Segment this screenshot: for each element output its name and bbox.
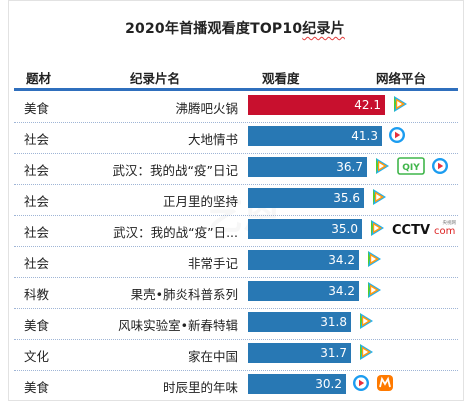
bar-value-label: 41.3 (351, 129, 378, 143)
platform-icons: QIY (373, 157, 449, 179)
platform-icons (365, 250, 383, 272)
bar-value-label: 42.1 (354, 98, 381, 112)
youku-icon (431, 157, 449, 179)
tencent-video-icon (357, 312, 375, 334)
title-underlined: 纪录片 (302, 21, 345, 37)
cctv-suffix-text: com (434, 226, 455, 237)
platform-icons (370, 188, 388, 210)
bar-value-label: 35.6 (333, 191, 360, 205)
bar: 34.2 (248, 250, 359, 270)
header-category: 题材 (26, 71, 52, 86)
row-title: 沸腾吧火锅 (175, 101, 238, 116)
title-prefix: 2020年首播观看度TOP10 (125, 21, 303, 37)
row-title: 家在中国 (187, 349, 238, 364)
header-rule (14, 88, 458, 91)
iqiyi-icon: QIY (397, 157, 425, 179)
bar: 42.1 (248, 95, 385, 115)
table-row: 美食 风味实验室•新春特辑 31.8 (14, 308, 458, 340)
platform-icons (365, 281, 383, 303)
bar-value-label: 34.2 (328, 284, 355, 298)
bar: 41.3 (248, 126, 382, 146)
table-row: 社会 武汉：我的战“疫”日... 35.0 央视网 CCTV com (14, 215, 458, 247)
cctv-small-text: 央视网 (443, 219, 457, 226)
platform-icons: 央视网 CCTV com (368, 219, 458, 241)
header-name: 纪录片名 (130, 71, 181, 86)
tencent-video-icon (370, 188, 388, 210)
bar: 35.0 (248, 219, 362, 239)
tencent-video-icon (365, 281, 383, 303)
bar-value-label: 36.7 (336, 160, 363, 174)
row-category: 美食 (24, 380, 50, 395)
bar: 31.8 (248, 312, 351, 332)
row-title: 风味实验室•新春特辑 (118, 318, 238, 333)
row-category: 美食 (24, 318, 50, 333)
row-category: 社会 (24, 194, 50, 209)
row-title: 大地情书 (187, 132, 238, 147)
platform-icons (357, 343, 375, 365)
row-title: 非常手记 (187, 256, 238, 271)
bar: 31.7 (248, 343, 351, 363)
tencent-video-icon (357, 343, 375, 365)
bar-value-label: 31.8 (320, 315, 347, 329)
bar-value-label: 35.0 (331, 222, 358, 236)
iqiyi-logo-text: QIY (402, 163, 420, 173)
table-row: 美食 时辰里的年味 30.2 (14, 370, 458, 401)
bar-value-label: 30.2 (315, 377, 342, 391)
table-row: 美食 沸腾吧火锅 42.1 (14, 91, 458, 123)
table-row: 文化 家在中国 31.7 (14, 339, 458, 371)
bar-value-label: 31.7 (320, 346, 347, 360)
table-row: 科教 果壳•肺炎科普系列 34.2 (14, 277, 458, 309)
bar: 35.6 (248, 188, 364, 208)
row-category: 文化 (24, 349, 50, 364)
bar-value-label: 34.2 (328, 253, 355, 267)
mango-tv-icon (376, 374, 394, 396)
row-title: 武汉：我的战“疫”日... (113, 225, 238, 240)
tencent-video-icon (391, 95, 409, 117)
row-category: 科教 (24, 287, 50, 302)
row-category: 美食 (24, 101, 50, 116)
cctv-logo-text: CCTV (392, 223, 430, 237)
table-row: 社会 武汉：我的战“疫”日记 36.7 QIY (14, 153, 458, 185)
platform-icons (352, 374, 394, 396)
platform-icons (391, 95, 409, 117)
youku-icon (352, 374, 370, 396)
row-title: 果壳•肺炎科普系列 (130, 287, 238, 302)
table-row: 社会 大地情书 41.3 (14, 122, 458, 154)
bar: 36.7 (248, 157, 367, 177)
row-category: 社会 (24, 256, 50, 271)
bar: 30.2 (248, 374, 346, 394)
table-row: 社会 非常手记 34.2 (14, 246, 458, 278)
cctv-icon: 央视网 CCTV com (392, 219, 458, 241)
row-category: 社会 (24, 163, 50, 178)
header-score: 观看度 (262, 71, 300, 86)
row-title: 武汉：我的战“疫”日记 (112, 163, 238, 178)
platform-icons (388, 126, 406, 148)
youku-icon (388, 126, 406, 148)
row-title: 时辰里的年味 (162, 380, 238, 395)
row-title: 正月里的坚持 (162, 194, 238, 209)
row-category: 社会 (24, 132, 50, 147)
tencent-video-icon (365, 250, 383, 272)
bar: 34.2 (248, 281, 359, 301)
header-platform: 网络平台 (376, 71, 427, 86)
platform-icons (357, 312, 375, 334)
table-row: 社会 正月里的坚持 35.6 (14, 184, 458, 216)
tencent-video-icon (368, 219, 386, 241)
chart-title: 2020年首播观看度TOP10纪录片 (0, 18, 470, 38)
row-category: 社会 (24, 225, 50, 240)
tencent-video-icon (373, 157, 391, 179)
